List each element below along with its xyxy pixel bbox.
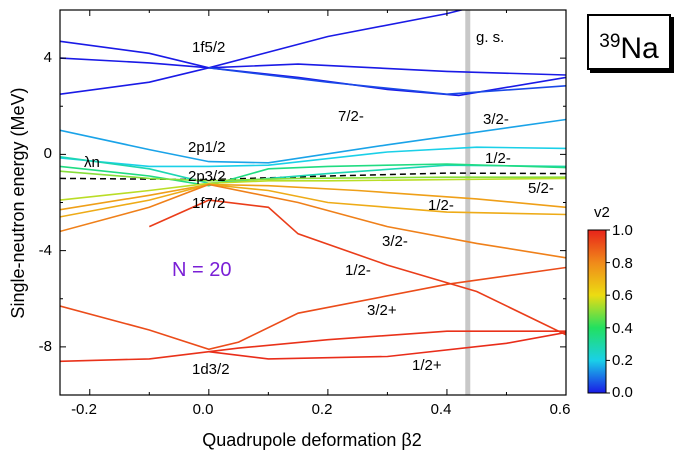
colorbar-tick-label: 0.8 [612, 255, 633, 272]
level-curve [60, 183, 566, 259]
y-tick-label: -8 [39, 338, 52, 355]
level-curve [60, 57, 566, 76]
level-curves [60, 10, 566, 363]
ground-state-label: g. s. [476, 29, 504, 46]
level-curve [60, 146, 566, 168]
k-label-1-2-plus: 1/2+ [412, 357, 442, 374]
fermi-level-label: λn [84, 154, 100, 171]
colorbar-tick-label: 1.0 [612, 222, 633, 239]
level-curve [60, 66, 566, 97]
x-tick-label: 0.4 [431, 401, 452, 418]
level-curve [60, 118, 566, 164]
orbital-label-1f72: 1f7/2 [192, 195, 225, 212]
mass-number: 39 [599, 31, 621, 52]
level-curve [60, 183, 566, 211]
colorbar-ticks [606, 229, 610, 394]
k-label-3-2-minus-top: 3/2- [483, 111, 509, 128]
x-tick-label: -0.2 [71, 401, 97, 418]
colorbar-tick-label: 0.6 [612, 287, 633, 304]
k-label-3-2-minus-mid: 3/2- [382, 233, 408, 250]
level-curve [60, 266, 566, 351]
y-axis-label: Single-neutron energy (MeV) [8, 87, 28, 318]
level-curve [60, 170, 566, 182]
x-tick-label: 0.0 [193, 401, 214, 418]
y-tick-label: 0 [44, 145, 52, 162]
level-curve [208, 331, 566, 360]
level-curve [60, 330, 566, 363]
level-curve [60, 10, 465, 69]
orbital-label-1d32: 1d3/2 [192, 361, 230, 378]
x-tick-labels: -0.2 0.0 0.2 0.4 0.6 [71, 401, 570, 418]
orbital-label-1f52: 1f5/2 [192, 39, 225, 56]
level-curve [60, 183, 566, 218]
x-axis-label: Quadrupole deformation β2 [202, 430, 422, 450]
k-label-1-2-minus-low: 1/2- [345, 262, 371, 279]
level-curve [148, 199, 566, 336]
level-curve [208, 67, 566, 96]
k-label-7-2-minus: 7/2- [338, 108, 364, 125]
colorbar-tick-label: 0.2 [612, 352, 633, 369]
element-symbol: Na [620, 32, 659, 65]
x-tick-label: 0.6 [550, 401, 571, 418]
y-tick-labels: -8 -4 0 4 [39, 49, 52, 355]
k-label-3-2-plus: 3/2+ [367, 302, 397, 319]
y-tick-label: -4 [39, 242, 52, 259]
level-curve [60, 177, 566, 201]
colorbar-tick-label: 0.0 [612, 384, 633, 401]
k-label-1-2-minus-top: 1/2- [485, 150, 511, 167]
level-curve [60, 163, 566, 187]
colorbar-title: v2 [594, 204, 610, 221]
colorbar-gradient [587, 229, 607, 394]
colorbar-tick-label: 0.4 [612, 320, 633, 337]
colorbar: v2 1.0 0.8 0.6 0.4 0.2 0.0 [587, 204, 633, 401]
k-label-1-2-minus-mid: 1/2- [428, 197, 454, 214]
orbital-label-2p32: 2p3/2 [188, 168, 226, 185]
axis-ticks [60, 9, 567, 396]
orbital-label-2p12: 2p1/2 [188, 139, 226, 156]
k-label-5-2-minus: 5/2- [528, 180, 554, 197]
y-tick-label: 4 [44, 49, 52, 66]
x-tick-label: 0.2 [312, 401, 333, 418]
n-number-label: N = 20 [172, 259, 231, 281]
nucleus-label-box: 39Na [587, 14, 671, 70]
